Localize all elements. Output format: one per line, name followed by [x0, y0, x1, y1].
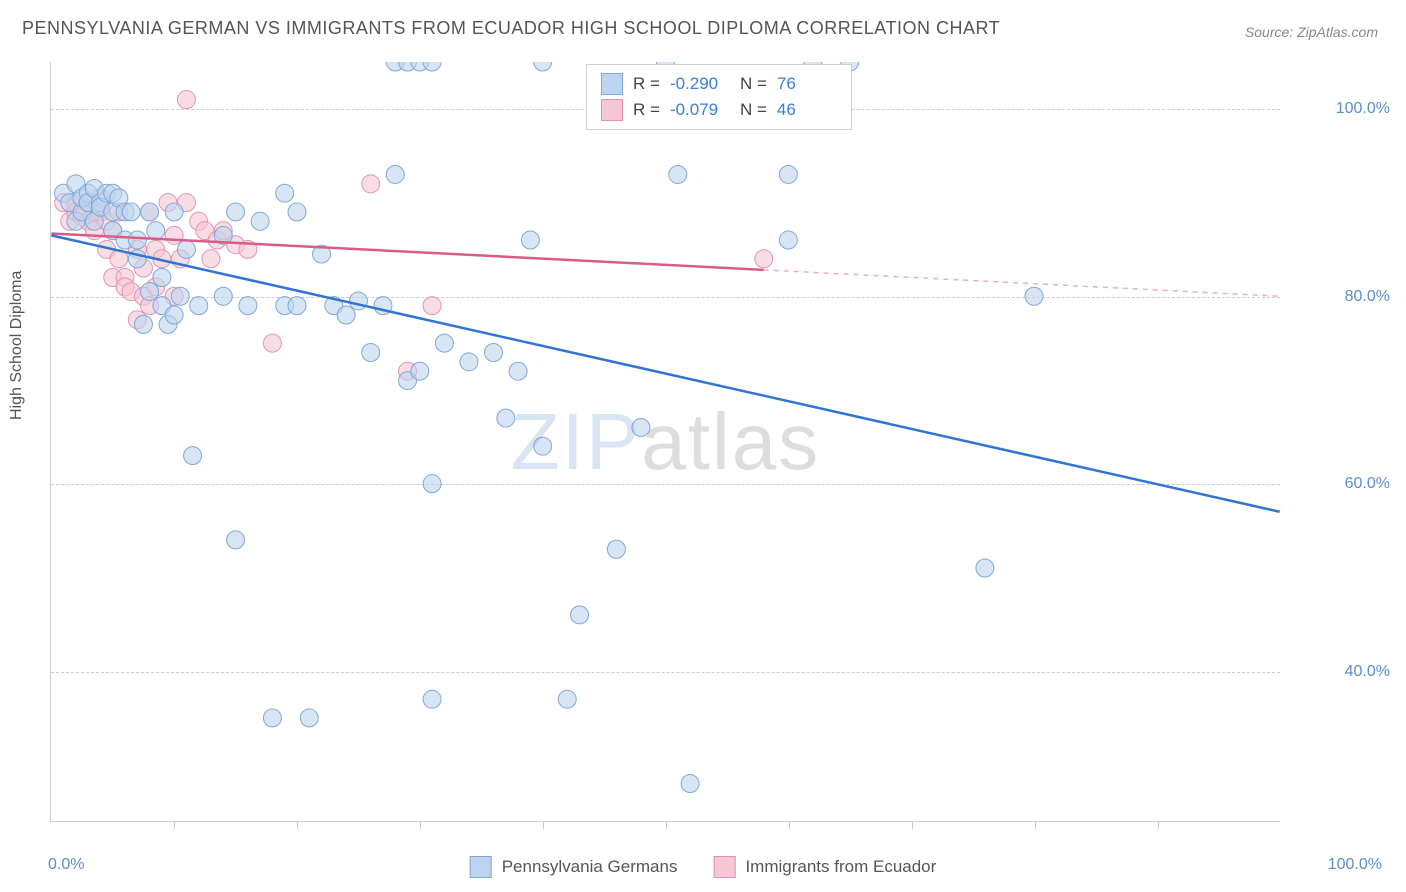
scatter-point [147, 222, 165, 240]
y-tick-label: 100.0% [1290, 100, 1390, 118]
swatch-blue [470, 856, 492, 878]
chart-title: PENNSYLVANIA GERMAN VS IMMIGRANTS FROM E… [22, 18, 1000, 39]
scatter-point [362, 175, 380, 193]
x-tick [297, 821, 298, 829]
scatter-point [171, 287, 189, 305]
scatter-point [202, 250, 220, 268]
x-tick [1035, 821, 1036, 829]
swatch-blue [601, 73, 623, 95]
x-tick [789, 821, 790, 829]
stats-row-pink: R = -0.079 N = 46 [601, 97, 837, 123]
scatter-point [263, 334, 281, 352]
scatter-point [177, 240, 195, 258]
y-tick-label: 60.0% [1290, 475, 1390, 493]
scatter-point [141, 283, 159, 301]
scatter-point [976, 559, 994, 577]
x-tick [666, 821, 667, 829]
x-tick [174, 821, 175, 829]
scatter-point [423, 475, 441, 493]
scatter-point [632, 418, 650, 436]
scatter-point [497, 409, 515, 427]
scatter-point [411, 362, 429, 380]
scatter-point [141, 203, 159, 221]
scatter-point [288, 297, 306, 315]
scatter-point [134, 315, 152, 333]
trend-line [51, 235, 1279, 511]
scatter-point [423, 62, 441, 71]
chart-svg [51, 62, 1280, 821]
scatter-point [300, 709, 318, 727]
stats-box: R = -0.290 N = 76 R = -0.079 N = 46 [586, 64, 852, 130]
y-tick-label: 80.0% [1290, 288, 1390, 306]
scatter-point [153, 269, 171, 287]
scatter-point [214, 287, 232, 305]
scatter-point [227, 203, 245, 221]
x-axis-label-min: 0.0% [48, 856, 84, 874]
legend-item-pink: Immigrants from Ecuador [713, 856, 936, 878]
scatter-point [571, 606, 589, 624]
scatter-point [239, 297, 257, 315]
x-axis-label-max: 100.0% [1328, 856, 1382, 874]
scatter-point [288, 203, 306, 221]
x-tick [1158, 821, 1159, 829]
scatter-point [423, 690, 441, 708]
plot-area: 40.0%60.0%80.0%100.0% ZIPatlas R = -0.29… [50, 62, 1280, 822]
stats-row-blue: R = -0.290 N = 76 [601, 71, 837, 97]
scatter-point [534, 437, 552, 455]
scatter-point [227, 531, 245, 549]
scatter-point [263, 709, 281, 727]
x-tick [543, 821, 544, 829]
y-tick-label: 40.0% [1290, 663, 1390, 681]
scatter-point [165, 203, 183, 221]
scatter-point [276, 184, 294, 202]
scatter-point [521, 231, 539, 249]
legend-item-blue: Pennsylvania Germans [470, 856, 678, 878]
swatch-pink [601, 99, 623, 121]
scatter-point [128, 231, 146, 249]
scatter-point [558, 690, 576, 708]
scatter-point [1025, 287, 1043, 305]
x-tick [912, 821, 913, 829]
scatter-point [362, 343, 380, 361]
scatter-point [122, 203, 140, 221]
scatter-point [485, 343, 503, 361]
scatter-point [681, 775, 699, 793]
x-tick [420, 821, 421, 829]
trend-line-dashed [764, 270, 1280, 296]
scatter-point [779, 231, 797, 249]
scatter-point [184, 447, 202, 465]
scatter-point [337, 306, 355, 324]
swatch-pink [713, 856, 735, 878]
scatter-point [251, 212, 269, 230]
scatter-point [190, 297, 208, 315]
y-axis-title: High School Diploma [8, 271, 26, 420]
scatter-point [165, 306, 183, 324]
scatter-point [509, 362, 527, 380]
scatter-point [349, 292, 367, 310]
scatter-point [669, 165, 687, 183]
legend: Pennsylvania Germans Immigrants from Ecu… [470, 856, 937, 878]
scatter-point [386, 165, 404, 183]
scatter-point [435, 334, 453, 352]
scatter-point [423, 297, 441, 315]
source-attribution: Source: ZipAtlas.com [1245, 24, 1378, 40]
scatter-point [460, 353, 478, 371]
scatter-point [607, 540, 625, 558]
scatter-point [779, 165, 797, 183]
scatter-point [177, 90, 195, 108]
scatter-point [755, 250, 773, 268]
scatter-point [534, 62, 552, 71]
scatter-point [165, 226, 183, 244]
